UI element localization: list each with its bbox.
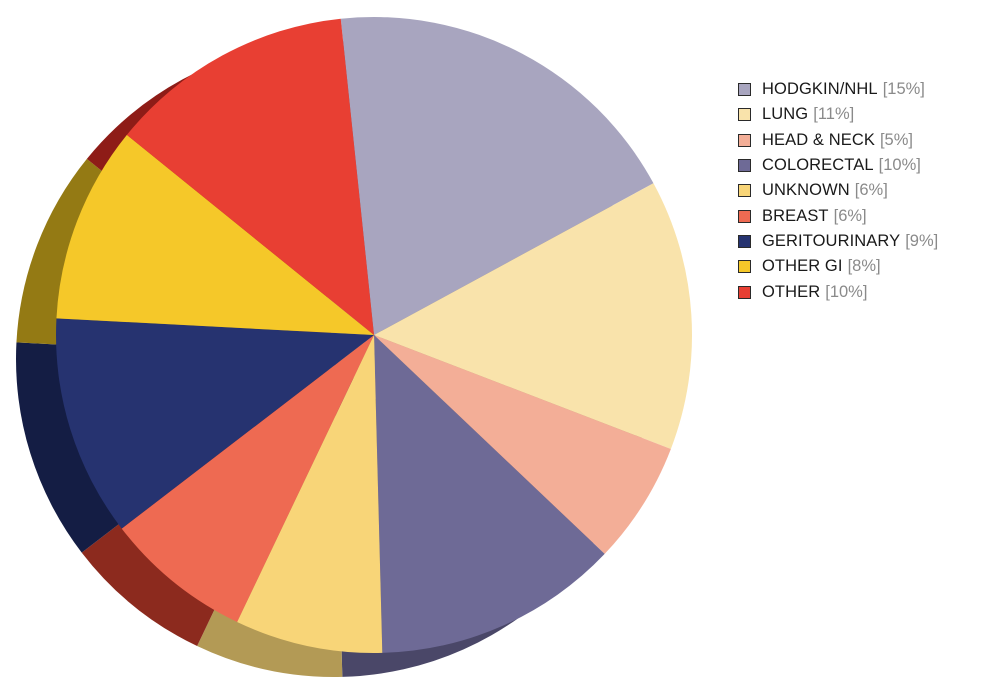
legend-percent: [10%] (878, 156, 921, 175)
pie-slice-colorectal (374, 335, 605, 653)
pie-slice-breast (121, 335, 375, 623)
legend-label: OTHER GI (762, 257, 843, 276)
legend-item: OTHER GI [8%] (738, 254, 938, 279)
legend-label: UNKNOWN (762, 181, 850, 200)
legend-label: COLORECTAL (762, 156, 874, 175)
legend-item: GERITOURINARY [9%] (738, 229, 938, 254)
legend-item: HODGKIN/NHL [15%] (738, 77, 938, 102)
legend: HODGKIN/NHL [15%] LUNG [11%] HEAD & NECK [5%]… (738, 77, 938, 305)
legend-percent: [6%] (833, 206, 867, 225)
legend-percent: [10%] (825, 282, 868, 301)
legend-item: OTHER [10%] (738, 279, 938, 304)
legend-item: COLORECTAL [10%] (738, 153, 938, 178)
legend-label: BREAST (762, 206, 829, 225)
legend-swatch (738, 234, 751, 248)
legend-swatch (738, 133, 751, 147)
legend-swatch (738, 184, 751, 198)
legend-label: OTHER (762, 282, 821, 301)
legend-label: HODGKIN/NHL (762, 80, 878, 99)
pie-slice-lung (374, 183, 692, 449)
legend-label: GERITOURINARY (762, 231, 901, 250)
legend-percent: [11%] (813, 105, 855, 124)
legend-swatch (738, 209, 751, 223)
legend-label: LUNG (762, 105, 809, 124)
pie-slice-head-neck (374, 335, 671, 554)
pie-slice-other-gi (56, 134, 374, 335)
legend-item: UNKNOWN [6%] (738, 178, 938, 203)
legend-item: LUNG [11%] (738, 102, 938, 127)
legend-percent: [15%] (882, 80, 925, 99)
legend-percent: [8%] (847, 257, 881, 276)
pie-slice-other (126, 18, 375, 336)
legend-percent: [9%] (905, 231, 939, 250)
pie-slice-unknown (237, 335, 383, 653)
legend-percent: [5%] (879, 130, 913, 149)
legend-percent: [6%] (854, 181, 888, 200)
legend-swatch (738, 159, 751, 173)
legend-swatch (738, 260, 751, 274)
legend-label: HEAD & NECK (762, 130, 875, 149)
legend-swatch (738, 108, 751, 122)
legend-swatch (738, 83, 751, 97)
pie-slice-hodgkin-nhl (340, 16, 654, 336)
legend-swatch (738, 285, 751, 299)
pie-tops (56, 16, 692, 653)
pie-slice-geritourinary (56, 318, 374, 529)
legend-item: HEAD & NECK [5%] (738, 128, 938, 153)
legend-item: BREAST [6%] (738, 203, 938, 228)
